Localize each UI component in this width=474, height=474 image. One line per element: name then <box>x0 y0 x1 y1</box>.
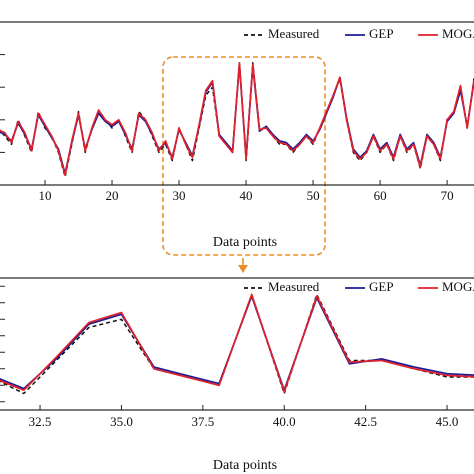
x-tick-label: 60 <box>374 188 387 203</box>
x-tick-label: 10 <box>39 188 52 203</box>
x-tick-label: 37.5 <box>191 414 214 429</box>
x-axis-label: Data points <box>213 458 277 473</box>
x-axis-label: Data points <box>213 235 277 250</box>
legend-label: GEP <box>369 279 394 294</box>
legend-label: Measured <box>268 279 320 294</box>
series-line <box>0 62 474 178</box>
zoom-box <box>162 56 326 256</box>
series-line <box>0 293 474 393</box>
series-group <box>0 293 474 395</box>
legend-label: MOGA <box>442 279 474 294</box>
legend-label: Measured <box>268 26 320 41</box>
x-tick-label: 20 <box>106 188 119 203</box>
x-tick-label: 30 <box>173 188 186 203</box>
series-line <box>0 293 474 395</box>
x-tick-label: 45.0 <box>436 414 459 429</box>
x-tick-label: 40 <box>240 188 253 203</box>
x-tick-label: 50 <box>307 188 320 203</box>
series-line <box>0 295 474 392</box>
plot-frame <box>0 277 474 411</box>
x-tick-label: 35.0 <box>110 414 133 429</box>
x-tick-label: 40.0 <box>273 414 296 429</box>
series-group <box>0 61 474 178</box>
x-tick-label: 42.5 <box>354 414 377 429</box>
legend-label: MOGA <box>442 26 474 41</box>
series-line <box>0 61 474 177</box>
plot-frame <box>0 21 474 186</box>
legend-label: GEP <box>369 26 394 41</box>
x-tick-label: 70 <box>441 188 454 203</box>
series-line <box>0 63 474 175</box>
x-tick-label: 32.5 <box>29 414 52 429</box>
zoom-arrow-head <box>238 265 248 273</box>
